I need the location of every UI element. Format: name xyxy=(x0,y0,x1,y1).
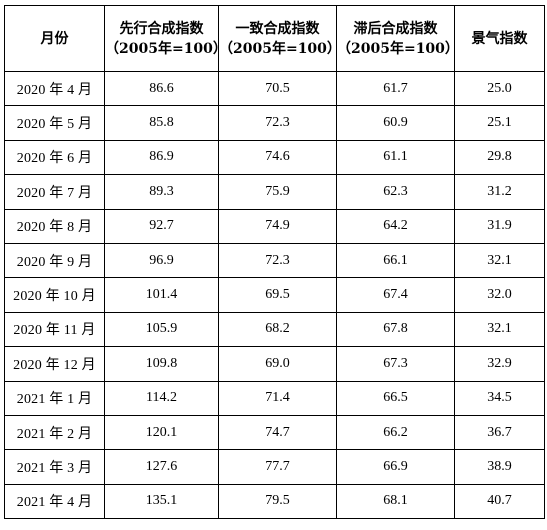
cell-lagging: 67.4 xyxy=(336,277,455,313)
cell-month: 2020 年 8 月 xyxy=(4,208,105,244)
cell-climate: 34.5 xyxy=(454,380,545,416)
cell-coincident: 69.0 xyxy=(218,346,337,382)
cell-leading: 86.6 xyxy=(104,70,219,107)
cell-climate: 25.1 xyxy=(454,105,545,141)
table-header: 月份 先行合成指数 （2005年=100） 一致合成指数 （2005年=100）… xyxy=(4,5,545,72)
cell-leading: 85.8 xyxy=(104,105,219,141)
cell-coincident: 72.3 xyxy=(218,242,337,279)
cell-leading: 114.2 xyxy=(104,380,219,416)
cell-month: 2021 年 3 月 xyxy=(4,449,105,485)
cell-climate: 32.0 xyxy=(454,277,545,313)
cell-month: 2021 年 4 月 xyxy=(4,483,105,520)
cell-leading: 120.1 xyxy=(104,414,219,451)
header-coincident-base: （2005年=100） xyxy=(219,40,337,57)
table-row: 2021 年 4 月 135.1 79.5 68.1 40.7 xyxy=(4,483,545,520)
cell-climate: 25.0 xyxy=(454,70,545,107)
cell-leading: 92.7 xyxy=(104,208,219,244)
cell-leading: 127.6 xyxy=(104,449,219,485)
header-lagging-index: 滞后合成指数 （2005年=100） xyxy=(336,5,455,72)
header-climate-label: 景气指数 xyxy=(471,30,528,47)
header-lagging-label: 滞后合成指数 xyxy=(353,20,438,37)
cell-coincident: 69.5 xyxy=(218,277,337,313)
cell-month: 2020 年 6 月 xyxy=(4,139,105,176)
header-leading-base: （2005年=100） xyxy=(105,40,219,57)
cell-month: 2020 年 4 月 xyxy=(4,70,105,107)
table-row: 2021 年 2 月 120.1 74.7 66.2 36.7 xyxy=(4,414,545,451)
cell-climate: 32.1 xyxy=(454,242,545,279)
header-climate-index: 景气指数 xyxy=(454,5,545,72)
table-row: 2020 年 5 月 85.8 72.3 60.9 25.1 xyxy=(4,105,545,141)
cell-leading: 101.4 xyxy=(104,277,219,313)
cell-month: 2020 年 5 月 xyxy=(4,105,105,141)
cell-coincident: 72.3 xyxy=(218,105,337,141)
cell-lagging: 60.9 xyxy=(336,105,455,141)
cell-lagging: 61.1 xyxy=(336,139,455,176)
table-row: 2020 年 10 月 101.4 69.5 67.4 32.0 xyxy=(4,277,545,313)
header-month-label: 月份 xyxy=(40,30,69,47)
table-row: 2020 年 7 月 89.3 75.9 62.3 31.2 xyxy=(4,174,545,210)
cell-lagging: 62.3 xyxy=(336,174,455,210)
table-row: 2020 年 8 月 92.7 74.9 64.2 31.9 xyxy=(4,208,545,244)
cell-lagging: 67.8 xyxy=(336,311,455,348)
cell-climate: 31.2 xyxy=(454,174,545,210)
cell-climate: 32.9 xyxy=(454,346,545,382)
header-lagging-base: （2005年=100） xyxy=(337,40,455,57)
cell-leading: 86.9 xyxy=(104,139,219,176)
cell-leading: 109.8 xyxy=(104,346,219,382)
header-coincident-index: 一致合成指数 （2005年=100） xyxy=(218,5,337,72)
table-row: 2021 年 1 月 114.2 71.4 66.5 34.5 xyxy=(4,380,545,416)
cell-leading: 105.9 xyxy=(104,311,219,348)
cell-climate: 31.9 xyxy=(454,208,545,244)
cell-lagging: 66.1 xyxy=(336,242,455,279)
table-row: 2021 年 3 月 127.6 77.7 66.9 38.9 xyxy=(4,449,545,485)
header-coincident-label: 一致合成指数 xyxy=(235,20,320,37)
cell-lagging: 68.1 xyxy=(336,483,455,520)
cell-lagging: 61.7 xyxy=(336,70,455,107)
table-row: 2020 年 6 月 86.9 74.6 61.1 29.8 xyxy=(4,139,545,176)
cell-coincident: 75.9 xyxy=(218,174,337,210)
cell-coincident: 74.7 xyxy=(218,414,337,451)
header-row: 月份 先行合成指数 （2005年=100） 一致合成指数 （2005年=100）… xyxy=(4,5,545,72)
cell-lagging: 64.2 xyxy=(336,208,455,244)
cell-climate: 32.1 xyxy=(454,311,545,348)
cell-month: 2020 年 10 月 xyxy=(4,277,105,313)
index-table-container: 月份 先行合成指数 （2005年=100） 一致合成指数 （2005年=100）… xyxy=(4,5,545,520)
cell-lagging: 66.2 xyxy=(336,414,455,451)
header-leading-index: 先行合成指数 （2005年=100） xyxy=(104,5,219,72)
cell-climate: 29.8 xyxy=(454,139,545,176)
cell-climate: 38.9 xyxy=(454,449,545,485)
cell-coincident: 74.6 xyxy=(218,139,337,176)
index-table: 月份 先行合成指数 （2005年=100） 一致合成指数 （2005年=100）… xyxy=(4,5,545,520)
table-row: 2020 年 4 月 86.6 70.5 61.7 25.0 xyxy=(4,70,545,107)
cell-climate: 36.7 xyxy=(454,414,545,451)
cell-leading: 89.3 xyxy=(104,174,219,210)
cell-coincident: 79.5 xyxy=(218,483,337,520)
table-row: 2020 年 12 月 109.8 69.0 67.3 32.9 xyxy=(4,346,545,382)
cell-coincident: 77.7 xyxy=(218,449,337,485)
cell-lagging: 67.3 xyxy=(336,346,455,382)
table-row: 2020 年 11 月 105.9 68.2 67.8 32.1 xyxy=(4,311,545,348)
cell-climate: 40.7 xyxy=(454,483,545,520)
cell-coincident: 74.9 xyxy=(218,208,337,244)
cell-month: 2020 年 12 月 xyxy=(4,346,105,382)
cell-month: 2020 年 9 月 xyxy=(4,242,105,279)
cell-leading: 96.9 xyxy=(104,242,219,279)
table-row: 2020 年 9 月 96.9 72.3 66.1 32.1 xyxy=(4,242,545,279)
cell-lagging: 66.5 xyxy=(336,380,455,416)
cell-month: 2021 年 1 月 xyxy=(4,380,105,416)
table-body: 2020 年 4 月 86.6 70.5 61.7 25.0 2020 年 5 … xyxy=(4,70,545,520)
cell-month: 2021 年 2 月 xyxy=(4,414,105,451)
cell-month: 2020 年 11 月 xyxy=(4,311,105,348)
cell-month: 2020 年 7 月 xyxy=(4,174,105,210)
cell-coincident: 70.5 xyxy=(218,70,337,107)
cell-coincident: 68.2 xyxy=(218,311,337,348)
cell-coincident: 71.4 xyxy=(218,380,337,416)
cell-leading: 135.1 xyxy=(104,483,219,520)
cell-lagging: 66.9 xyxy=(336,449,455,485)
header-month: 月份 xyxy=(4,5,105,72)
header-leading-label: 先行合成指数 xyxy=(119,20,204,37)
